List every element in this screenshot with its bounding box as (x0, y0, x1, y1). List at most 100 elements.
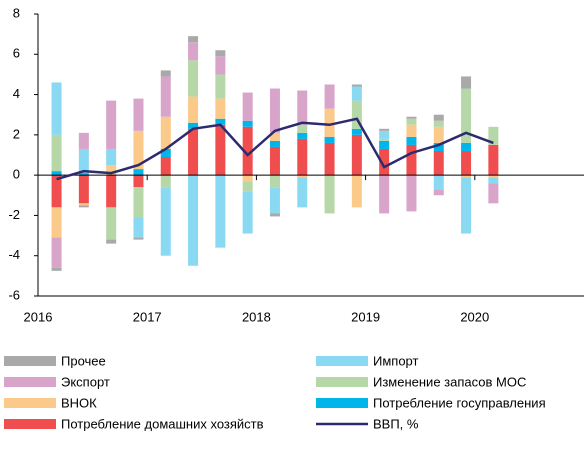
legend-label: Экспорт (61, 374, 110, 389)
bar-segment (188, 96, 199, 123)
bar-segment (160, 70, 171, 77)
bar-segment (188, 60, 199, 97)
bar-segment (106, 207, 117, 240)
bar-segment (106, 239, 117, 244)
bar-segment (406, 116, 417, 119)
bar-segment (269, 146, 280, 176)
bar-segment (133, 169, 144, 176)
bar-segment (133, 187, 144, 218)
bar-segment (351, 84, 362, 87)
bar-segment (433, 150, 444, 176)
bar-segment (78, 132, 89, 149)
bar-segment (133, 98, 144, 131)
bar-segment (324, 175, 335, 214)
legend-swatch (316, 398, 368, 408)
bar-segment (78, 173, 89, 176)
bar-segment (51, 171, 62, 176)
x-tick-label: 2016 (24, 309, 53, 324)
legend-label: Импорт (373, 353, 418, 368)
legend-label: ВВП, % (373, 416, 419, 431)
bar-segment (215, 56, 226, 75)
bar-segment (51, 267, 62, 271)
legend-swatch (4, 356, 56, 366)
bar-segment (188, 175, 199, 266)
line (56, 117, 494, 181)
bar-segment (324, 108, 335, 137)
bar-segment (106, 100, 117, 149)
bar-segment (188, 122, 199, 129)
bar-segment (461, 76, 472, 89)
legend-label: Прочее (61, 353, 106, 368)
bar-segment (461, 150, 472, 176)
y-tick-label: 8 (13, 5, 20, 20)
bar-segment (433, 120, 444, 127)
bar-segment (269, 175, 280, 188)
legend-label: Потребление госуправления (373, 395, 546, 410)
bar-segment (297, 124, 308, 133)
bar-segment (242, 92, 253, 121)
bar-segment (379, 128, 390, 131)
bar-segment (51, 134, 62, 172)
y-tick-label: 6 (13, 46, 20, 61)
bar-segment (324, 142, 335, 176)
bar-segment (160, 157, 171, 176)
bar-segment (297, 90, 308, 125)
bar-segment (406, 118, 417, 125)
bar-segment (351, 134, 362, 176)
y-tick-label: -2 (8, 207, 20, 222)
x-tick-label: 2018 (242, 309, 271, 324)
x-tick-label: 2017 (133, 309, 162, 324)
bar-segment (488, 177, 499, 184)
bar-segment (215, 118, 226, 125)
bar-segment (188, 42, 199, 61)
legend-swatch (316, 356, 368, 366)
bar-segment (160, 76, 171, 117)
bar-segment (269, 88, 280, 133)
legend-label: Изменение запасов МОС (373, 374, 526, 389)
bar-segment (133, 130, 144, 170)
x-tick-label: 2020 (460, 309, 489, 324)
y-tick-label: -6 (8, 287, 20, 302)
bar-segment (215, 175, 226, 248)
bar-segment (461, 175, 472, 178)
bar-segment (215, 98, 226, 119)
bar-segment (351, 175, 362, 208)
bar-segment (269, 140, 280, 147)
bar-segment (351, 86, 362, 101)
legend-swatch (4, 398, 56, 408)
bar-segment (106, 165, 117, 176)
bar-segment (133, 175, 144, 188)
y-tick-label: 2 (13, 126, 20, 141)
bar-segment (461, 177, 472, 234)
bar-segment (242, 191, 253, 234)
y-tick-label: -4 (8, 247, 20, 262)
bar-segment (379, 138, 390, 141)
bar-segment (269, 187, 280, 214)
bar-segment (488, 144, 499, 176)
legend-label: Потребление домашних хозяйств (61, 416, 264, 431)
bar-segment (433, 175, 444, 190)
bar-segment (406, 175, 417, 212)
bar-segment (324, 136, 335, 143)
bar-segment (406, 124, 417, 137)
bar-segment (133, 217, 144, 238)
bar-segment (242, 175, 253, 182)
bar-segment (106, 175, 117, 208)
bar-segment (51, 237, 62, 268)
bar-segment (78, 175, 89, 204)
bar-segment (433, 114, 444, 121)
x-tick-label: 2019 (351, 309, 380, 324)
bar-segment (269, 132, 280, 141)
bar-segment (379, 140, 390, 149)
bar-segment (297, 175, 308, 178)
bar-segment (488, 183, 499, 204)
bar-segment (188, 36, 199, 43)
bar-segment (78, 205, 89, 208)
bar-segment (461, 142, 472, 151)
bar-segment (406, 136, 417, 145)
bar-segment (106, 148, 117, 166)
legend-label: ВНОК (61, 395, 97, 410)
bar-segment (461, 88, 472, 143)
bar-segment (351, 128, 362, 135)
